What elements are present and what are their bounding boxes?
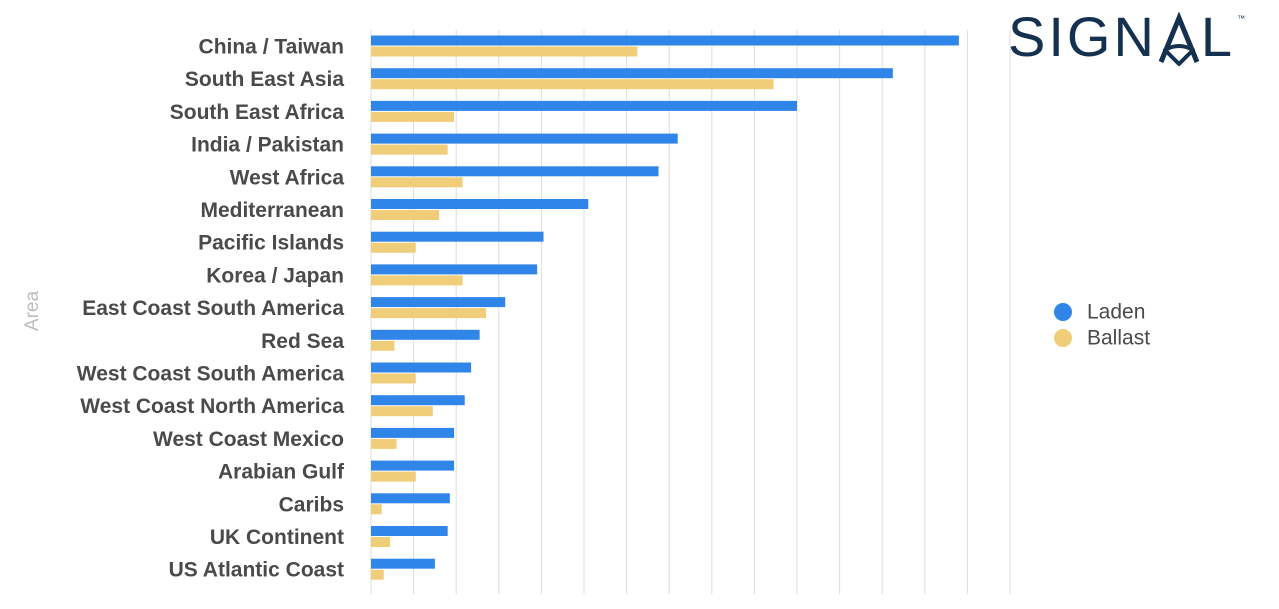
ballast-bar [371,275,463,286]
laden-bar [371,35,959,46]
laden-bar [371,199,589,209]
ballast-legend-label: Ballast [1087,327,1150,350]
laden-bar [371,264,538,275]
ballast-bar [371,177,463,188]
laden-bar [371,427,455,438]
gridlines [370,30,1011,594]
ballast-bar [371,46,638,57]
ballast-bar [371,340,395,351]
ballast-bar [371,210,440,220]
ballast-bar [371,144,448,155]
ballast-bar [371,504,382,515]
ballast-bar [371,406,433,417]
laden-legend-label: Laden [1087,301,1145,324]
ballast-bar [371,242,416,253]
ballast-bar [371,111,455,122]
laden-bar [371,231,544,242]
logo-a-glyph [1158,12,1200,66]
category-label: Red Sea [261,330,344,353]
laden-bar [371,493,450,504]
laden-bar [371,526,448,536]
laden-bar [371,166,659,177]
category-label: West Coast South America [77,363,345,386]
legend: Laden Ballast [1054,301,1150,350]
laden-bar [371,133,678,144]
ballast-bar [371,373,416,384]
laden-bar [371,460,455,471]
bars [371,35,959,580]
ballast-legend-marker [1054,329,1072,347]
category-label: Pacific Islands [198,232,344,255]
category-label: UK Continent [210,526,344,549]
laden-bar [371,362,472,373]
logo-trademark: ™ [1237,14,1246,23]
laden-bar [371,395,465,406]
logo-text-start: SIGN [1008,5,1157,68]
ballast-bar [371,79,774,90]
category-label: West Coast North America [80,395,344,418]
laden-bar [371,68,893,79]
ballast-bar [371,569,384,580]
category-label: East Coast South America [82,297,344,320]
category-label: China / Taiwan [199,36,344,59]
category-label: West Africa [230,166,345,189]
category-label: Arabian Gulf [218,461,345,484]
category-label: South East Asia [185,68,344,91]
category-label: US Atlantic Coast [169,559,344,582]
signal-logo: SIGN L ™ [1008,2,1245,72]
category-label: India / Pakistan [191,134,344,157]
ballast-bar [371,308,487,319]
y-axis-label: Area [22,291,43,332]
laden-bar [371,329,480,340]
category-label: South East Africa [170,101,345,124]
ballast-bar [371,537,391,547]
laden-bar [371,297,506,308]
category-label: West Coast Mexico [153,428,344,451]
laden-bar [371,100,797,111]
category-label: Caribs [279,493,344,516]
category-label: Korea / Japan [206,264,344,287]
laden-bar [371,558,435,569]
laden-legend-marker [1054,303,1072,321]
logo-text-end: L [1200,5,1236,68]
ballast-bar [371,471,416,482]
category-label: Mediterranean [200,199,344,222]
ballast-bar [371,438,397,449]
category-labels: China / Taiwan South East Asia South East … [77,36,345,582]
